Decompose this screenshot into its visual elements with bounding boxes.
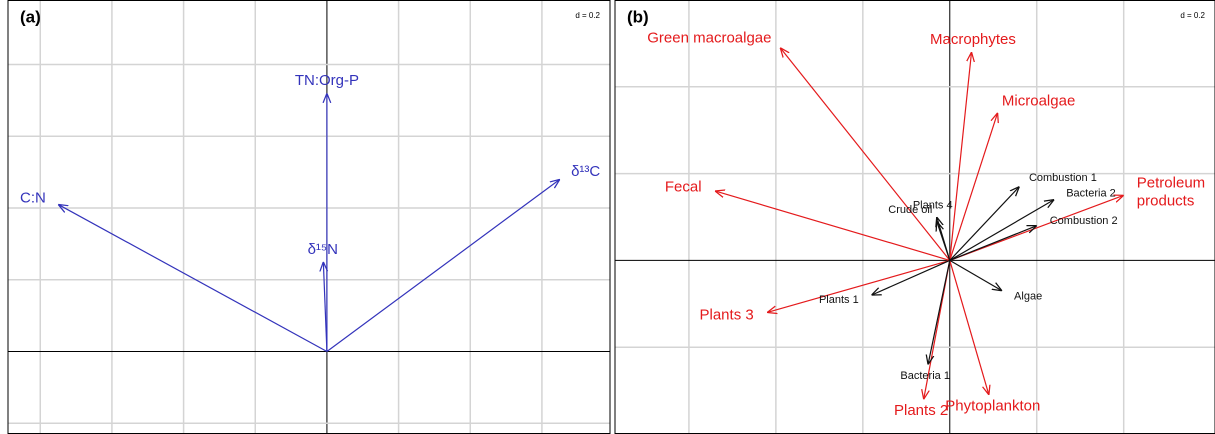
vector-arrow bbox=[58, 204, 328, 353]
vector-label: δ¹³C bbox=[571, 163, 600, 180]
vector-label: Bacteria 1 bbox=[900, 370, 950, 382]
vector-arrow bbox=[780, 48, 951, 261]
vector-label: Green macroalgae bbox=[647, 29, 771, 46]
vector-label: Crude oil bbox=[888, 204, 932, 216]
vector-label: Combustion 1 bbox=[1029, 172, 1097, 184]
vector-arrow bbox=[949, 226, 1037, 261]
vector-label: δ¹⁵N bbox=[308, 241, 338, 258]
vector-label: Microalgae bbox=[1002, 92, 1075, 109]
vector-label: Plants 1 bbox=[819, 294, 859, 306]
panel: (b) d = 0.2 Green macroalgae Macrophytes Mic… bbox=[614, 0, 1215, 434]
vector-arrow bbox=[872, 259, 951, 295]
panel-frame bbox=[7, 0, 611, 434]
vector-arrow bbox=[928, 260, 951, 364]
vector-label: Plants 2 bbox=[894, 402, 948, 419]
vector-label: Combustion 2 bbox=[1050, 215, 1118, 227]
vector-arrow bbox=[715, 191, 950, 261]
vector-arrow bbox=[949, 113, 998, 261]
vector-arrow bbox=[326, 179, 560, 352]
vector-arrow bbox=[949, 52, 972, 261]
scale-label: d = 0.2 bbox=[1180, 11, 1205, 20]
vector-label: Plants 3 bbox=[700, 307, 754, 324]
vector-arrow bbox=[767, 259, 950, 312]
vector-label: Plants 4 bbox=[913, 199, 953, 211]
vector-arrow bbox=[323, 262, 327, 352]
panel-label: (b) bbox=[627, 7, 649, 26]
vector-arrow bbox=[949, 200, 1054, 261]
vector-label: Macrophytes bbox=[930, 31, 1016, 48]
vector-label: TN:Org-P bbox=[295, 72, 359, 89]
vector-arrow bbox=[949, 259, 1002, 290]
vector-arrow bbox=[949, 260, 989, 395]
scale-label: d = 0.2 bbox=[575, 11, 600, 20]
panel-label: (a) bbox=[20, 7, 41, 26]
vector-label: Bacteria 2 bbox=[1066, 188, 1116, 200]
vector-arrow bbox=[937, 221, 951, 261]
vector-label: Algae bbox=[1014, 291, 1042, 303]
vector-label: Phytoplankton bbox=[945, 397, 1040, 414]
vector-label: Petroleum products bbox=[1137, 175, 1205, 210]
vector-label: C:N bbox=[20, 190, 46, 207]
vector-arrow bbox=[949, 187, 1020, 261]
panel: (a) d = 0.2 TN:Org-P C:N δ¹³C δ¹⁵N bbox=[7, 0, 611, 434]
vector-label: Fecal bbox=[665, 179, 702, 196]
